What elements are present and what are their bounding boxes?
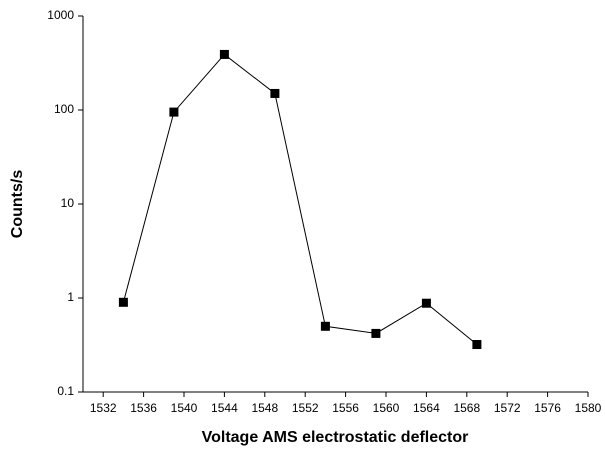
x-tick-label: 1576: [534, 401, 561, 415]
x-tick-label: 1552: [292, 401, 319, 415]
y-tick-label: 1: [67, 290, 74, 304]
marker: [169, 107, 179, 117]
marker: [270, 88, 280, 98]
x-tick-label: 1572: [494, 401, 521, 415]
y-tick-label: 10: [61, 196, 75, 210]
y-tick-label: 1000: [47, 8, 74, 22]
x-tick-label: 1556: [332, 401, 359, 415]
x-tick-label: 1540: [171, 401, 198, 415]
y-tick-label: 100: [54, 102, 74, 116]
x-tick-label: 1532: [90, 401, 117, 415]
marker: [219, 49, 229, 59]
x-tick-label: 1560: [373, 401, 400, 415]
y-axis-title: Counts/s: [9, 170, 26, 239]
x-axis-title: Voltage AMS electrostatic deflector: [202, 429, 469, 446]
x-tick-label: 1544: [211, 401, 238, 415]
x-tick-label: 1580: [575, 401, 602, 415]
marker: [472, 340, 482, 350]
x-tick-label: 1536: [130, 401, 157, 415]
y-tick-label: 0.1: [57, 384, 74, 398]
marker: [320, 321, 330, 331]
series-line: [122, 53, 478, 345]
marker: [371, 328, 381, 338]
x-tick-label: 1568: [453, 401, 480, 415]
x-tick-label: 1564: [413, 401, 440, 415]
marker: [118, 297, 128, 307]
marker: [421, 298, 431, 308]
x-tick-label: 1548: [251, 401, 278, 415]
